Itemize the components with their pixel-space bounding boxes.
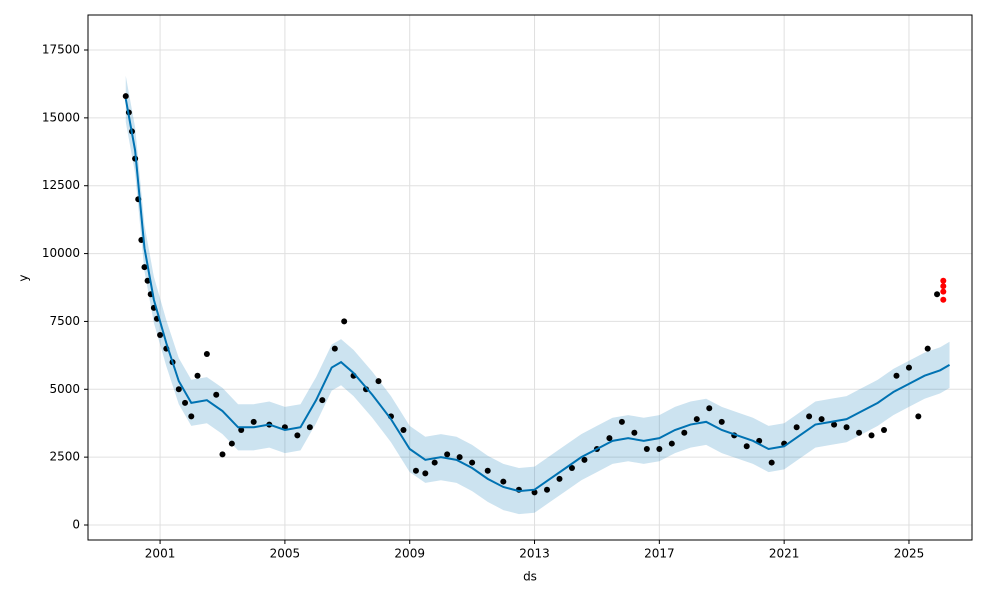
data-point [940, 277, 947, 284]
data-point [718, 418, 725, 425]
data-point [668, 440, 675, 447]
x-tick-label: 2025 [894, 547, 925, 561]
data-point [144, 277, 151, 284]
data-point [581, 456, 588, 463]
data-point [203, 350, 210, 357]
data-point [940, 283, 947, 290]
data-point [831, 421, 838, 428]
data-point [306, 424, 313, 431]
data-point [631, 429, 638, 436]
data-point [706, 405, 713, 412]
data-point [905, 364, 912, 371]
data-point [924, 345, 931, 352]
plot-frame [87, 14, 973, 541]
data-point [213, 391, 220, 398]
y-tick-label: 0 [72, 517, 80, 531]
data-point [194, 372, 201, 379]
y-tick-label: 12500 [42, 178, 80, 192]
data-point [238, 426, 245, 433]
x-tick-label: 2009 [394, 547, 425, 561]
data-point [175, 386, 182, 393]
y-tick-label: 17500 [42, 43, 80, 57]
data-point [856, 429, 863, 436]
data-point [141, 264, 148, 271]
data-point [469, 459, 476, 466]
y-tick-label: 7500 [49, 314, 80, 328]
forecast-line [124, 98, 951, 493]
data-point [768, 459, 775, 466]
data-point [940, 296, 947, 303]
data-point [188, 413, 195, 420]
data-point [806, 413, 813, 420]
data-point [940, 288, 947, 295]
data-point [422, 470, 429, 477]
data-point [868, 432, 875, 439]
y-tick-label: 5000 [49, 382, 80, 396]
data-point [893, 372, 900, 379]
data-point [412, 467, 419, 474]
data-point [319, 397, 326, 404]
data-point [643, 445, 650, 452]
x-tick-label: 2021 [769, 547, 800, 561]
data-point [881, 426, 888, 433]
data-point [456, 454, 463, 461]
y-tick-label: 2500 [49, 450, 80, 464]
data-point [531, 489, 538, 496]
x-axis-label: ds [523, 570, 537, 584]
data-point [934, 291, 941, 298]
uncertainty-band [125, 75, 950, 515]
data-point [843, 424, 850, 431]
y-tick-label: 10000 [42, 246, 80, 260]
data-point [182, 399, 189, 406]
data-point [681, 429, 688, 436]
data-point [484, 467, 491, 474]
x-tick-label: 2001 [145, 547, 176, 561]
data-point [556, 475, 563, 482]
y-tick-label: 15000 [42, 110, 80, 124]
data-point [915, 413, 922, 420]
data-point [656, 445, 663, 452]
data-point [219, 451, 226, 458]
data-point [568, 464, 575, 471]
data-point [375, 378, 382, 385]
data-point [331, 345, 338, 352]
data-point [500, 478, 507, 485]
data-point [606, 435, 613, 442]
data-point [431, 459, 438, 466]
x-tick-label: 2013 [519, 547, 550, 561]
data-point [818, 416, 825, 423]
data-point [294, 432, 301, 439]
data-point [400, 426, 407, 433]
y-axis-label: y [17, 274, 31, 281]
x-tick-label: 2005 [270, 547, 301, 561]
data-point [693, 416, 700, 423]
data-point [743, 443, 750, 450]
data-point [341, 318, 348, 325]
data-point [544, 486, 551, 493]
data-point [122, 93, 129, 100]
data-point [444, 451, 451, 458]
data-point [228, 440, 235, 447]
data-point [618, 418, 625, 425]
data-point [793, 424, 800, 431]
data-point [157, 331, 164, 338]
data-point [250, 418, 257, 425]
x-tick-label: 2017 [644, 547, 675, 561]
